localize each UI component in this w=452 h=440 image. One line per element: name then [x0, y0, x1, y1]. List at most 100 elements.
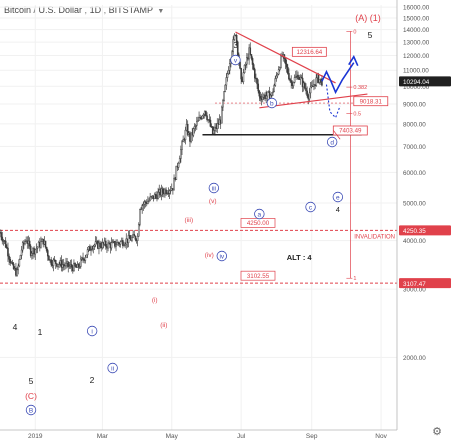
x-tick-label: Mar: [97, 433, 109, 440]
candle-body: [168, 190, 171, 194]
candle-body: [288, 73, 290, 80]
level-label-box: [240, 270, 276, 281]
candle-body: [197, 119, 199, 123]
candle-body: [90, 249, 92, 251]
x-tick-label: May: [166, 433, 179, 440]
candle-body: [34, 249, 37, 255]
chart-header: Bitcoin / U.S. Dollar , 1D , BITSTAMP ▼: [4, 5, 165, 15]
candle-body: [233, 34, 236, 40]
wave-label-left-B: B: [29, 407, 33, 414]
candle-body: [246, 57, 248, 65]
wave-label-e: e: [336, 194, 340, 201]
wave-label-minor-ii: ii: [111, 365, 114, 372]
invalidation-label: INVALIDATION: [354, 234, 395, 240]
candle-body: [265, 95, 267, 99]
candle-body: [266, 91, 269, 97]
interval[interactable]: 1D: [89, 5, 102, 15]
candle-body: [261, 96, 264, 101]
candle-body: [169, 189, 172, 192]
candle-body: [110, 242, 113, 249]
candle-body: [86, 249, 89, 256]
candle-body: [4, 240, 7, 248]
candle-body: [232, 39, 234, 53]
candle-body: [52, 259, 55, 266]
wave-label-d-ring: [326, 136, 338, 148]
candle-body: [68, 265, 71, 267]
x-tick-label: 2019: [28, 433, 43, 440]
y-tick-label: 5000.00: [403, 201, 426, 208]
candles: [0, 33, 323, 277]
candle-body: [193, 126, 196, 129]
candle-body: [216, 123, 219, 129]
candle-body: [140, 208, 142, 210]
candle-body: [250, 54, 253, 59]
candle-body: [124, 243, 126, 246]
wave-label-paren-iii: (iii): [184, 217, 193, 224]
candle-body: [29, 245, 32, 256]
wave-label-circ-iii: iii: [212, 185, 216, 192]
candle-body: [271, 92, 273, 96]
wave-label-left-5: 5: [29, 376, 34, 386]
candle-body: [222, 100, 224, 108]
candle-body: [12, 263, 15, 270]
gear-icon[interactable]: ⚙: [432, 426, 442, 438]
candle-body: [57, 264, 59, 267]
symbol-name[interactable]: Bitcoin / U.S. Dollar: [4, 5, 83, 15]
fib-label: 0: [353, 29, 356, 35]
candle-body: [36, 246, 39, 249]
candle-body: [275, 75, 278, 79]
candle-body: [274, 78, 277, 86]
candle-body: [16, 269, 18, 276]
candle-body: [173, 177, 175, 191]
chevron-down-icon[interactable]: ▼: [157, 8, 165, 15]
candle-body: [273, 85, 275, 93]
wave-label-circ-iii-ring: [208, 182, 220, 194]
candle-body: [137, 224, 140, 237]
wave-label-a-ring: [254, 208, 265, 220]
candle-body: [157, 192, 159, 200]
candle-body: [136, 235, 139, 241]
candle-body: [300, 76, 303, 79]
candle-body: [119, 241, 122, 245]
candle-body: [256, 78, 258, 85]
support-levels: 4250.00 3102.55: [0, 218, 397, 284]
level-label: 4250.00: [247, 220, 270, 227]
candle-body: [111, 241, 114, 244]
candle-body: [93, 244, 96, 247]
fib-label: 0.5: [353, 112, 361, 118]
exchange[interactable]: BITSTAMP: [108, 5, 153, 15]
candle-body: [177, 162, 180, 168]
candle-body: [206, 115, 208, 120]
price-flag-label: 4250.35: [403, 228, 426, 235]
candle-body: [107, 242, 109, 249]
wave-label-b-ring: [266, 97, 278, 109]
candle-body: [181, 141, 183, 150]
candle-body: [165, 189, 167, 194]
candle-body: [289, 78, 291, 81]
candle-body: [209, 119, 212, 127]
candle-body: [301, 77, 304, 88]
x-tick-label: Jul: [237, 433, 246, 440]
upper-trendline: [235, 31, 336, 84]
candle-body: [144, 201, 147, 204]
candle-body: [292, 82, 295, 87]
candle-body: [290, 80, 293, 84]
candle-body: [73, 262, 75, 272]
candle-body: [8, 255, 10, 260]
candle-body: [180, 149, 182, 159]
wave-label-left-4: 4: [13, 322, 18, 332]
candle-body: [294, 76, 297, 78]
y-tick-label: 12000.00: [403, 53, 430, 60]
candle-body: [142, 204, 145, 206]
candle-body: [276, 73, 279, 77]
price-flag: [399, 76, 451, 87]
candle-body: [258, 90, 261, 97]
candle-body: [293, 77, 296, 83]
candle-body: [318, 79, 321, 83]
wave-label-minor-i: i: [91, 328, 92, 335]
y-tick-label: 3000.00: [403, 287, 426, 294]
candle-body: [133, 233, 136, 237]
pattern-overlays: 12316.64 9018.31 7403.49: [202, 31, 389, 140]
candle-body: [1, 236, 4, 242]
